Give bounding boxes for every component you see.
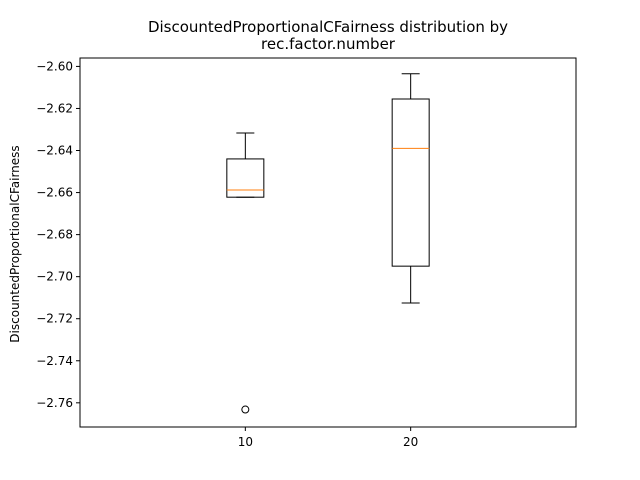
plot-frame (79, 57, 577, 428)
x-tick-label: 10 (238, 435, 253, 449)
y-axis-label: DiscountedProportionalCFairness (8, 145, 22, 342)
outlier-point (241, 405, 250, 414)
y-tick-label: −2.62 (36, 101, 73, 115)
y-tick-label: −2.68 (36, 228, 73, 242)
y-tick-label: −2.60 (36, 59, 73, 73)
y-tick-label: −2.76 (36, 396, 73, 410)
y-tick-label: −2.66 (36, 186, 73, 200)
chart-title-line-1: DiscountedProportionalCFairness distribu… (148, 18, 508, 36)
plot-area: −2.60 −2.62 −2.64 −2.66 −2.68 −2.70 −2.72 −2.74… (36, 57, 577, 449)
box-iqr (226, 158, 265, 198)
box-iqr (391, 98, 430, 267)
y-tick-label: −2.72 (36, 312, 73, 326)
x-tick-label: 20 (403, 435, 418, 449)
chart-title-line-2: rec.factor.number (261, 35, 396, 53)
y-tick-label: −2.64 (36, 144, 73, 158)
y-tick-label: −2.70 (36, 270, 73, 284)
y-tick-label: −2.74 (36, 354, 73, 368)
